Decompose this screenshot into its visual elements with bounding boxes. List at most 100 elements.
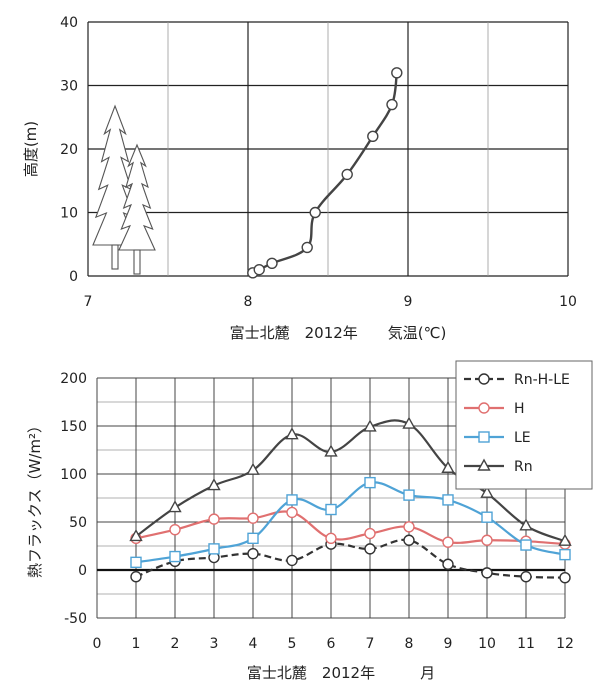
data-point [442,558,454,570]
x-tick-label: 0 [93,636,102,652]
legend-marker [477,458,491,471]
data-point [364,543,376,555]
x-tick-label: 1 [132,636,141,652]
data-point [208,543,220,555]
x-tick-label: 5 [288,636,297,652]
y-tick-label: -50 [64,611,87,627]
data-point [481,511,493,523]
data-point [169,550,181,563]
data-point [520,571,532,583]
y-tick-label: 40 [60,15,78,31]
data-point [481,534,493,546]
x-tick-label: 6 [327,636,336,652]
x-tick-label: 3 [210,636,219,652]
data-point [341,168,353,181]
data-point [364,476,376,489]
x-tick-label: 10 [478,636,496,652]
x-tick-label: 8 [405,636,414,652]
x-tick-label: 2 [171,636,180,652]
legend-item: LE [464,430,531,446]
x-tick-label: 11 [517,636,535,652]
data-point [309,206,321,219]
data-point [130,571,142,583]
data-point [403,534,415,546]
legend-box [455,360,593,490]
data-point [286,506,298,519]
x-axis-label: 富士北麓 2012年 月 [247,664,435,682]
data-point [364,527,376,540]
data-point [480,485,494,498]
data-point [247,532,259,545]
x-axis-label: 富士北麓 2012年 気温(℃) [230,324,447,342]
data-point [403,489,415,501]
data-point [286,494,298,506]
y-tick-label: 0 [69,269,78,285]
data-point [386,98,398,111]
y-tick-label: 50 [69,515,87,531]
data-point [266,257,278,269]
tree-right-icon-trunk [133,249,141,275]
data-point [130,556,142,569]
data-point [324,444,338,457]
x-tick-label: 7 [84,294,93,310]
x-tick-label: 9 [444,636,453,652]
tick-labels: 0 10 20 30 40 7 8 9 10 [60,15,577,310]
data-point [367,130,379,143]
y-tick-label: 150 [60,419,87,435]
data-point [559,548,571,561]
legend-marker [478,373,490,385]
data-point [403,521,415,533]
data-point [247,547,259,560]
legend-label: Rn-H-LE [514,372,570,388]
data-point [169,523,181,536]
data-point [441,460,455,473]
series-le [130,476,571,569]
x-tick-label: 9 [404,294,413,310]
data-point [247,512,259,524]
legend-label: H [514,401,525,417]
data-point [246,462,260,475]
data-point [208,513,220,525]
y-tick-label: 200 [60,371,87,387]
data-point [168,500,182,513]
data-point [285,427,299,440]
y-tick-label: 100 [60,467,87,483]
data-point [442,494,454,506]
legend-marker [478,402,490,414]
legend: Rn-H-LE H LE Rn [455,360,593,490]
legend-item: Rn [464,458,533,475]
series-rn [129,416,572,546]
y-axis-label: 高度(m) [22,121,40,177]
temperature-profile-chart: 0 10 20 30 40 7 8 9 10 富士北麓 2012年 気温(℃) 高度(m) [22,15,577,342]
data-point [559,571,571,584]
data-point [325,503,337,516]
series-layer [129,416,572,584]
legend-label: Rn [514,459,533,475]
data-point [391,67,403,79]
legend-label: LE [514,430,531,446]
y-tick-label: 0 [78,563,87,579]
x-tick-label: 7 [366,636,375,652]
tree-icons [92,104,156,275]
data-point [519,518,533,531]
tree-left-icon-trunk [111,244,119,270]
data-point [301,241,313,254]
data-point [207,478,221,491]
gridlines [87,21,569,277]
data-point [253,263,265,276]
series-layer [247,67,403,279]
x-tick-label: 4 [249,636,258,652]
x-tick-label: 12 [556,636,574,652]
data-point [286,554,298,567]
y-tick-label: 30 [60,79,78,95]
data-point [520,539,532,551]
data-point [402,416,416,429]
series-h [130,506,571,550]
x-tick-label: 8 [244,294,253,310]
data-point [558,533,572,546]
legend-item: H [464,401,525,417]
y-tick-label: 20 [60,142,78,158]
y-axis-label: 熱フラックス（W/m²） [26,418,44,578]
